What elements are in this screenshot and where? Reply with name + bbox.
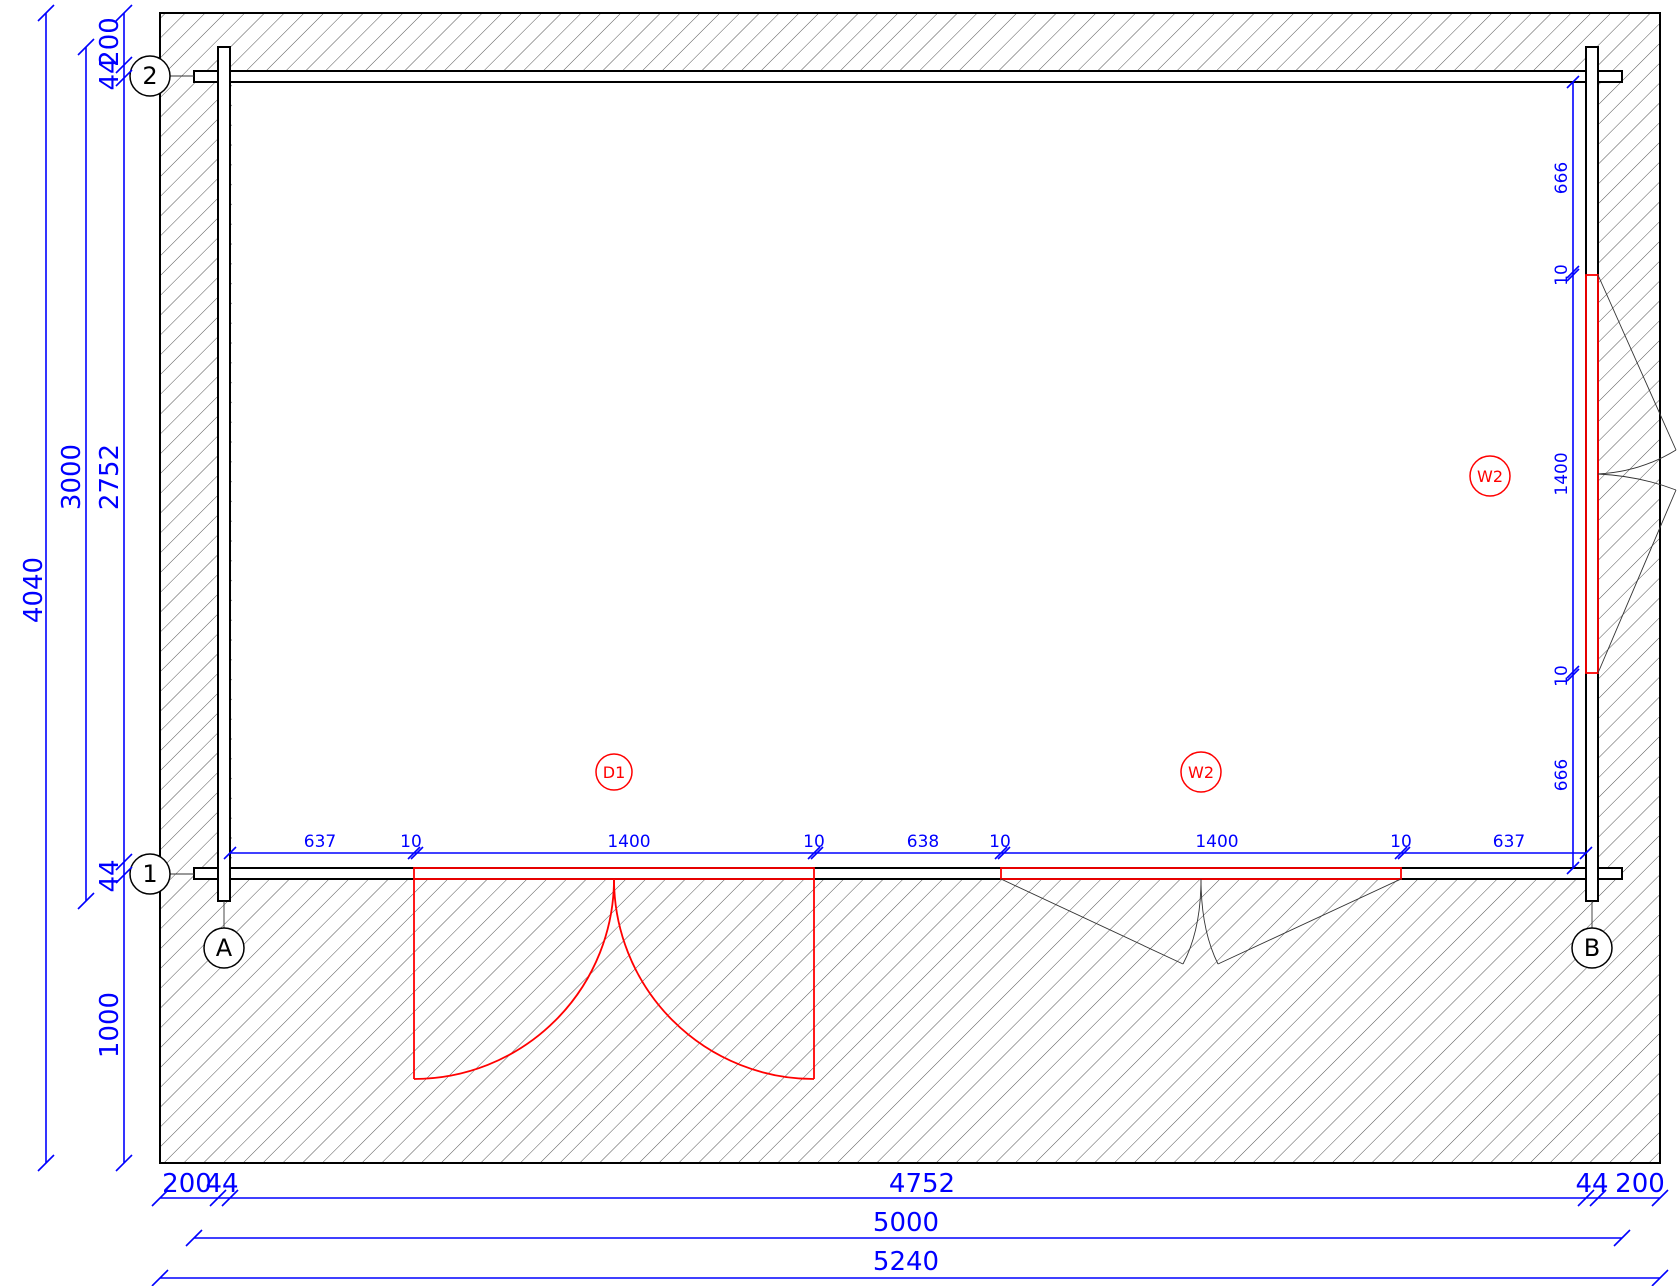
wall-top xyxy=(193,70,1623,83)
hatched-platform xyxy=(159,12,1661,1164)
grid-markers: 2 1 A B xyxy=(129,55,1613,969)
grid-label-a: A xyxy=(216,934,233,962)
grid-bubble-1 xyxy=(129,853,171,895)
dim-bottom-44-left: 44 xyxy=(205,1169,238,1199)
dim-bottom-5240: 5240 xyxy=(873,1247,939,1277)
dim-front-1400-window: 1400 xyxy=(1195,832,1238,852)
dim-side-666-bottom: 666 xyxy=(1552,759,1572,791)
dim-front-10-d: 10 xyxy=(1390,832,1412,852)
dim-front-638: 638 xyxy=(907,832,939,852)
dim-side-10-top: 10 xyxy=(1552,264,1572,286)
tag-d1: D1 xyxy=(603,763,626,782)
grid-label-b: B xyxy=(1584,934,1600,962)
wall-right xyxy=(1585,46,1599,902)
window-side xyxy=(1585,274,1677,674)
door-d1 xyxy=(413,867,815,1080)
wall-bottom xyxy=(193,867,1623,880)
dim-left-2752: 2752 xyxy=(95,444,125,510)
tag-circle-d1 xyxy=(595,753,633,791)
grid-label-1: 1 xyxy=(142,860,157,888)
wall-left xyxy=(217,46,231,902)
dim-left-3000: 3000 xyxy=(57,444,87,510)
opening-tags: D1 W2 W2 xyxy=(595,455,1511,793)
side-dimensions: 666 10 1400 10 666 xyxy=(1552,75,1580,875)
dim-front-10-a: 10 xyxy=(400,832,422,852)
tag-w2-side: W2 xyxy=(1477,467,1503,486)
dim-bottom-200-left: 200 xyxy=(162,1169,212,1199)
dim-front-637-left: 637 xyxy=(304,832,336,852)
dim-left-44-top: 44 xyxy=(95,57,125,90)
dim-front-637-right: 637 xyxy=(1493,832,1525,852)
dim-side-666-top: 666 xyxy=(1552,162,1572,194)
dim-bottom-200-right: 200 xyxy=(1615,1169,1665,1199)
dim-bottom-5000: 5000 xyxy=(873,1208,939,1238)
grid-bubble-2 xyxy=(129,55,171,97)
dim-front-10-c: 10 xyxy=(989,832,1011,852)
tag-circle-w2-front xyxy=(1180,751,1222,793)
dim-bottom-4752: 4752 xyxy=(889,1169,955,1199)
dim-left-total: 4040 xyxy=(19,557,49,623)
tag-circle-w2-side xyxy=(1469,455,1511,497)
dim-bottom-44-right: 44 xyxy=(1575,1169,1608,1199)
window-front xyxy=(1000,867,1402,965)
dim-left-44-bottom: 44 xyxy=(95,859,125,892)
grid-bubble-b xyxy=(1571,927,1613,969)
dim-front-1400-door: 1400 xyxy=(607,832,650,852)
dim-left-200: 200 xyxy=(95,17,125,67)
dim-left-1000: 1000 xyxy=(95,992,125,1058)
dim-side-10-bottom: 10 xyxy=(1552,665,1572,687)
grid-label-2: 2 xyxy=(142,62,157,90)
dim-side-1400: 1400 xyxy=(1552,452,1572,495)
tag-w2-front: W2 xyxy=(1188,763,1214,782)
bottom-dimensions: 200 44 4752 44 200 5000 5240 xyxy=(151,1169,1669,1286)
left-dimensions: 4040 3000 200 44 2752 44 1000 xyxy=(19,4,133,1172)
front-dimensions: 637 10 1400 10 638 10 1400 10 637 xyxy=(223,832,1593,860)
grid-bubble-a xyxy=(203,927,245,969)
dim-front-10-b: 10 xyxy=(803,832,825,852)
